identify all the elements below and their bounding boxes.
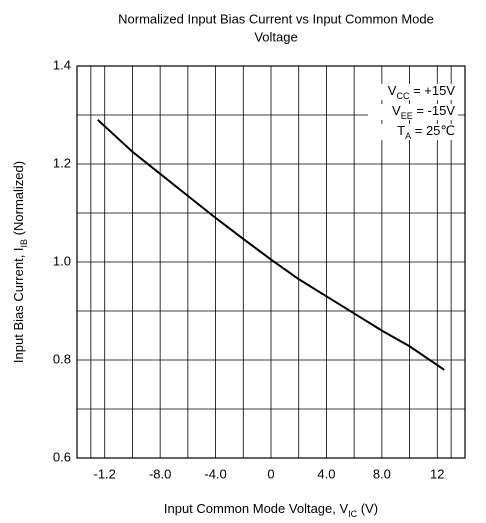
y-tick-label: 0.8 xyxy=(53,351,71,366)
annotation-bg xyxy=(368,84,458,100)
y-axis-label: Input Bias Current, IIB (Normalized) xyxy=(11,161,29,363)
x-tick-label: 8.0 xyxy=(373,466,391,481)
annotation-main: T xyxy=(397,123,405,138)
x-axis-label: Input Common Mode Voltage, VIC (V) xyxy=(164,501,378,519)
annotation-main: V xyxy=(392,103,401,118)
x-tick-label: 12 xyxy=(430,466,444,481)
y-tick-label: 0.6 xyxy=(53,449,71,464)
y-tick-label: 1.4 xyxy=(53,57,71,72)
annotation: TA = 25℃ xyxy=(397,123,455,141)
x-axis-label-main: Input Common Mode Voltage, V xyxy=(164,501,349,516)
data-line xyxy=(97,119,445,371)
y-axis-label-sub: IB xyxy=(19,239,29,248)
x-tick-label: 0 xyxy=(267,466,274,481)
annotation-sub: CC xyxy=(396,91,409,101)
annotation-main: V xyxy=(388,83,397,98)
plot-frame xyxy=(76,65,466,459)
y-tick-label: 1.0 xyxy=(53,253,71,268)
annotation: VEE = -15V xyxy=(392,103,455,121)
annotation-sub: EE xyxy=(401,111,413,121)
x-tick-label: -8.0 xyxy=(149,466,171,481)
x-axis-label-sub: IC xyxy=(348,509,358,519)
x-tick-label: -4.0 xyxy=(204,466,226,481)
chart-title: Normalized Input Bias Current vs Input C… xyxy=(118,11,434,26)
annotation-bg xyxy=(368,104,458,120)
annotation-sub: A xyxy=(405,131,411,141)
annotation: VCC = +15V xyxy=(388,83,456,101)
annotation-rest: = -15V xyxy=(413,103,456,118)
annotation-rest: = +15V xyxy=(409,83,455,98)
x-tick-label: -1.2 xyxy=(94,466,116,481)
annotation-rest: = 25℃ xyxy=(411,123,455,138)
annotation-bg xyxy=(368,124,458,140)
y-tick-label: 1.2 xyxy=(53,155,71,170)
y-axis-label-rest: (Normalized) xyxy=(11,161,26,239)
y-axis-label-main: Input Bias Current, I xyxy=(11,247,26,363)
chart-title: Voltage xyxy=(254,29,297,44)
x-tick-label: 4.0 xyxy=(317,466,335,481)
x-axis-label-rest: (V) xyxy=(357,501,378,516)
